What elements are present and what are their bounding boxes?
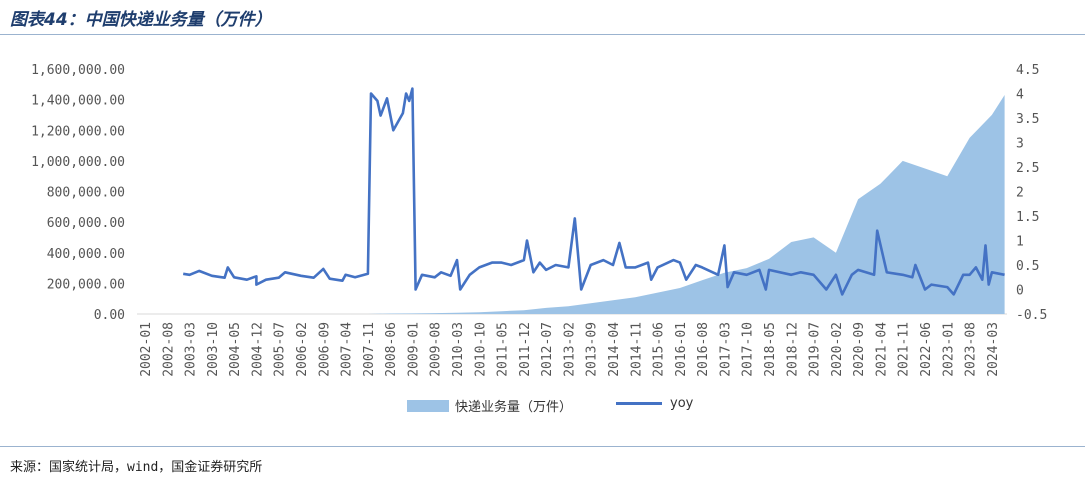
- left-axis-ticks: 0.00 200,000.00 400,000.00 600,000.00 800,00…: [31, 63, 125, 323]
- legend-area-label: 快递业务量（万件）: [455, 400, 573, 415]
- x-axis-tick-label: 2009-08: [429, 322, 444, 377]
- yoy-series-line: [182, 87, 1005, 296]
- x-axis-tick-label: 2023-01: [941, 322, 956, 377]
- footer-rule: [0, 446, 1085, 447]
- legend-line-label: yoy: [670, 396, 694, 411]
- x-axis-tick-label: 2004-05: [228, 322, 243, 377]
- area-series-fill: [367, 95, 1005, 314]
- x-axis-tick-label: 2022-06: [919, 322, 934, 377]
- area-series-layer: [367, 95, 1005, 314]
- x-axis-ticks: 2002-01 2002-08 2003-03 2003-10 2004-05 2004-…: [139, 322, 1001, 377]
- chart-canvas: 0.00 200,000.00 400,000.00 600,000.00 800,00…: [31, 63, 1047, 377]
- x-axis-tick-label: 2015-06: [652, 322, 667, 377]
- right-axis-tick-label: 1: [1016, 235, 1024, 250]
- legend-item-line: yoy: [616, 396, 693, 411]
- x-axis-tick-label: 2003-03: [184, 322, 199, 377]
- x-axis-tick-label: 2010-03: [451, 322, 466, 377]
- x-axis-tick-label: 2014-11: [629, 322, 644, 377]
- right-axis-tick-label: 4.5: [1016, 63, 1039, 78]
- title-bar: 图表44：中国快递业务量（万件）: [0, 0, 1085, 35]
- right-axis-tick-label: 0.5: [1016, 259, 1039, 274]
- x-axis-tick-label: 2005-07: [273, 322, 288, 377]
- x-axis-tick-label: 2018-12: [785, 322, 800, 377]
- x-axis-tick-label: 2010-10: [473, 322, 488, 377]
- left-axis-tick-label: 400,000.00: [47, 247, 125, 262]
- x-axis-tick-label: 2018-05: [763, 322, 778, 377]
- line-series-layer: [182, 87, 1005, 296]
- left-axis-tick-label: 0.00: [94, 308, 125, 323]
- x-axis-tick-label: 2006-09: [317, 322, 332, 377]
- legend-line-swatch: [616, 402, 662, 405]
- x-axis-tick-label: 2008-06: [384, 322, 399, 377]
- right-axis-tick-label: 2: [1016, 186, 1024, 201]
- x-axis-tick-label: 2016-08: [696, 322, 711, 377]
- x-axis-tick-label: 2006-02: [295, 322, 310, 377]
- x-axis-tick-label: 2023-08: [964, 322, 979, 377]
- right-axis-tick-label: -0.5: [1016, 308, 1047, 323]
- x-axis-tick-label: 2021-04: [874, 322, 889, 377]
- left-axis-tick-label: 1,600,000.00: [31, 63, 125, 78]
- x-axis-tick-label: 2016-01: [674, 322, 689, 377]
- right-axis-tick-label: 2.5: [1016, 161, 1039, 176]
- left-axis-tick-label: 800,000.00: [47, 186, 125, 201]
- legend-area-swatch: [407, 399, 449, 412]
- right-axis-ticks: -0.5 0 0.5 1 1.5 2 2.5 3 3.5 4 4.5: [1016, 63, 1047, 323]
- x-axis-tick-label: 2012-07: [540, 322, 555, 377]
- legend-item-area: 快递业务量（万件）: [407, 396, 572, 415]
- right-axis-tick-label: 0: [1016, 284, 1024, 299]
- x-axis-tick-label: 2021-11: [897, 322, 912, 377]
- x-axis-tick-label: 2003-10: [206, 322, 221, 377]
- x-axis-tick-label: 2009-01: [406, 322, 421, 377]
- x-axis-tick-label: 2017-03: [718, 322, 733, 377]
- x-axis-tick-label: 2011-05: [496, 322, 511, 377]
- left-axis-tick-label: 1,000,000.00: [31, 155, 125, 170]
- x-axis-tick-label: 2004-12: [250, 322, 265, 377]
- right-axis-tick-label: 1.5: [1016, 210, 1039, 225]
- x-axis-tick-label: 2014-04: [607, 322, 622, 377]
- x-axis-tick-label: 2013-02: [562, 322, 577, 377]
- chart-title: 图表44：中国快递业务量（万件）: [10, 10, 272, 30]
- right-axis-tick-label: 4: [1016, 88, 1024, 103]
- x-axis-tick-label: 2017-10: [741, 322, 756, 377]
- right-axis-tick-label: 3.5: [1016, 112, 1039, 127]
- x-axis-tick-label: 2007-04: [340, 322, 355, 377]
- x-axis-tick-label: 2013-09: [585, 322, 600, 377]
- left-axis-tick-label: 1,400,000.00: [31, 94, 125, 109]
- right-axis-tick-label: 3: [1016, 137, 1024, 152]
- x-axis-tick-label: 2020-02: [830, 322, 845, 377]
- chart-legend: 快递业务量（万件） yoy: [0, 396, 1085, 418]
- x-axis-tick-label: 2024-03: [986, 322, 1001, 377]
- left-axis-tick-label: 200,000.00: [47, 277, 125, 292]
- source-note: 来源：国家统计局，wind，国金证券研究所: [10, 460, 263, 475]
- x-axis-tick-label: 2011-12: [518, 322, 533, 377]
- x-axis-tick-label: 2002-08: [161, 322, 176, 377]
- x-axis-tick-label: 2020-09: [852, 322, 867, 377]
- x-axis-tick-label: 2007-11: [362, 322, 377, 377]
- left-axis-tick-label: 1,200,000.00: [31, 124, 125, 139]
- x-axis-tick-label: 2019-07: [808, 322, 823, 377]
- left-axis-tick-label: 600,000.00: [47, 216, 125, 231]
- x-axis-tick-label: 2002-01: [139, 322, 154, 377]
